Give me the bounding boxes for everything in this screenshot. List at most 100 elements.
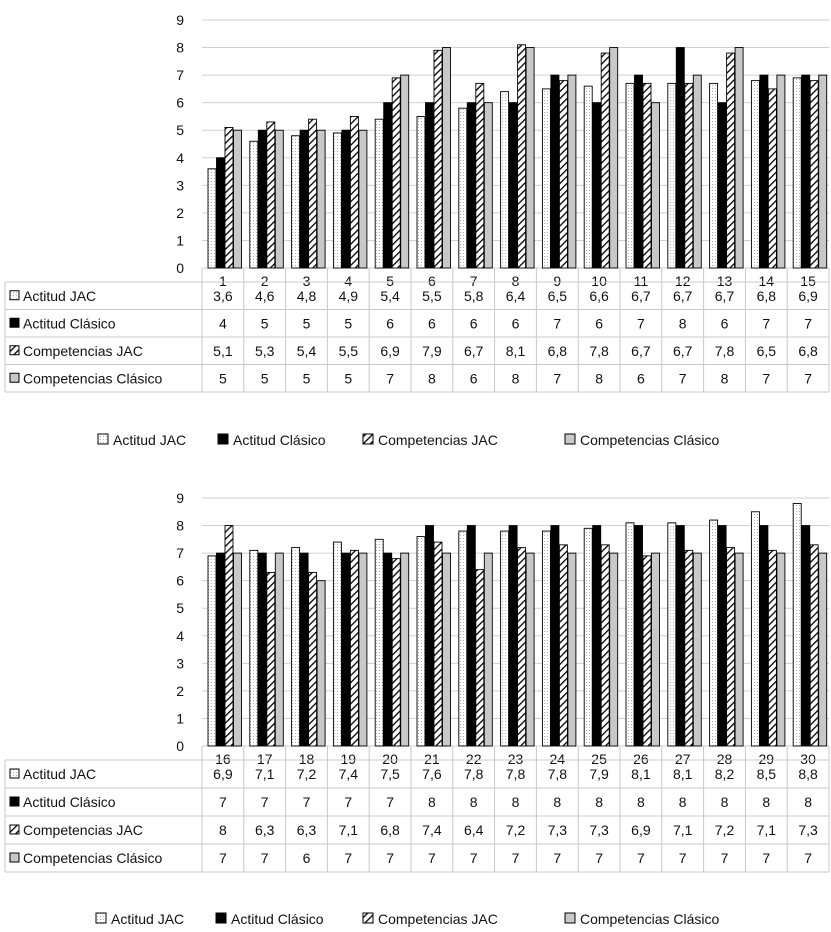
bar	[341, 552, 351, 747]
bar	[809, 80, 819, 269]
data-table-value: 5	[344, 370, 352, 386]
data-table-value: 7	[261, 850, 269, 866]
bar	[433, 49, 443, 269]
x-category-label: 27	[675, 751, 691, 767]
bar	[508, 102, 518, 269]
y-tick-label: 5	[176, 600, 184, 616]
y-tick-label: 1	[176, 710, 184, 726]
x-category-label: 9	[553, 273, 561, 289]
x-category-label: 26	[633, 751, 649, 767]
legend-label: Actitud JAC	[113, 432, 186, 448]
x-category-label: 28	[717, 751, 733, 767]
bar	[316, 580, 326, 747]
table-legend-swatch	[9, 824, 20, 835]
bar	[667, 82, 677, 269]
data-table-value: 5,8	[464, 288, 484, 304]
legend-label: Competencias JAC	[378, 911, 498, 927]
data-table-value: 8,2	[715, 766, 735, 782]
bar	[567, 552, 577, 747]
data-table-value: 7	[428, 850, 436, 866]
bar	[809, 544, 819, 747]
bar	[625, 522, 635, 747]
data-table-value: 5,3	[255, 343, 275, 359]
data-table-value: 7,8	[715, 343, 735, 359]
bar	[475, 569, 485, 747]
bar	[517, 44, 527, 269]
data-table-value: 4,9	[339, 288, 359, 304]
y-tick-label: 4	[176, 628, 184, 644]
x-category-label: 13	[717, 273, 733, 289]
data-table-value: 8	[762, 794, 770, 810]
table-series-name: Actitud Clásico	[23, 315, 116, 331]
data-table-value: 8	[553, 794, 561, 810]
data-table-value: 5,5	[339, 343, 359, 359]
bar	[767, 549, 777, 747]
bar	[425, 102, 434, 269]
bar	[233, 129, 242, 269]
data-table-value: 7,8	[548, 766, 568, 782]
data-table-value: 7	[637, 850, 645, 866]
bar	[642, 82, 652, 269]
data-table-value: 7	[679, 850, 687, 866]
data-table-value: 5,5	[422, 288, 442, 304]
y-tick-label: 5	[176, 122, 184, 138]
x-category-label: 16	[215, 751, 231, 767]
bar	[266, 571, 276, 747]
x-category-label: 6	[428, 273, 436, 289]
data-table-value: 6	[386, 315, 394, 331]
y-tick-label: 3	[176, 655, 184, 671]
bar	[734, 47, 744, 269]
x-category-label: 10	[591, 273, 607, 289]
data-table-value: 6	[595, 315, 603, 331]
data-table-value: 7	[804, 315, 812, 331]
data-table-value: 7	[219, 794, 227, 810]
x-category-label: 3	[303, 273, 311, 289]
data-table-value: 6,9	[631, 822, 651, 838]
bar	[466, 102, 476, 269]
data-table-value: 6,5	[757, 343, 777, 359]
data-table-value: 5	[303, 315, 311, 331]
data-table-value: 8,8	[798, 766, 818, 782]
table-series-name: Actitud Clásico	[23, 794, 116, 810]
data-table-value: 6	[428, 315, 436, 331]
bar	[207, 555, 217, 747]
bar	[651, 102, 660, 269]
data-table-value: 6,9	[213, 766, 233, 782]
bar	[416, 115, 426, 269]
data-table-value: 6,8	[380, 822, 400, 838]
bar	[341, 129, 351, 269]
legend-label: Actitud Clásico	[233, 432, 326, 448]
data-table-value: 7	[386, 794, 394, 810]
data-table-value: 8	[721, 794, 729, 810]
y-tick-label: 2	[176, 683, 184, 699]
x-category-label: 23	[508, 751, 524, 767]
data-table-value: 6,9	[798, 288, 818, 304]
data-table-value: 6,6	[589, 288, 609, 304]
bar	[726, 52, 736, 269]
bar	[759, 74, 769, 269]
bar	[651, 552, 660, 747]
bar	[558, 544, 568, 747]
bar	[684, 549, 694, 747]
data-table-value: 7,1	[757, 822, 777, 838]
bar	[291, 135, 301, 269]
table-series-name: Competencias Clásico	[23, 370, 162, 386]
x-category-label: 20	[382, 751, 398, 767]
data-table-value: 7	[804, 850, 812, 866]
legend-swatch	[564, 912, 576, 924]
data-table-value: 7	[762, 370, 770, 386]
bar	[483, 102, 493, 269]
bar	[625, 82, 635, 269]
legend-label: Actitud Clásico	[231, 911, 324, 927]
data-table-value: 6,4	[506, 288, 526, 304]
bar	[216, 157, 225, 269]
x-category-label: 19	[341, 751, 357, 767]
bar	[400, 552, 410, 747]
bar	[475, 82, 485, 269]
data-table-value: 4	[219, 315, 227, 331]
x-category-label: 18	[299, 751, 315, 767]
x-category-label: 30	[800, 751, 816, 767]
bar	[750, 80, 760, 269]
bar	[717, 102, 727, 269]
